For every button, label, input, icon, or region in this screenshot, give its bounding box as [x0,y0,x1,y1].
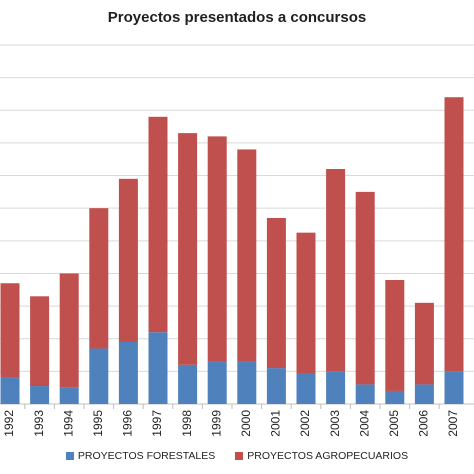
legend-label-forestales: PROYECTOS FORESTALES [77,450,216,462]
legend-item-forestales: PROYECTOS FORESTALES [65,450,216,462]
bar-forestales-2007 [444,371,464,404]
bar-forestales-2004 [355,384,375,404]
chart-title: Proyectos presentados a concursos [107,9,367,26]
x-tick-label: 2005 [387,410,401,437]
bar-agropecuarios-1993 [30,296,50,387]
bar-forestales-2003 [326,371,346,404]
x-tick-label: 2006 [417,410,431,437]
bar-forestales-1994 [59,387,79,404]
x-tick-label: 2000 [239,410,253,437]
bar-forestales-1998 [178,364,198,404]
bar-agropecuarios-1999 [207,136,227,362]
bar-forestales-2005 [385,390,405,404]
bar-agropecuarios-2003 [326,169,346,372]
bar-agropecuarios-2001 [266,217,286,369]
x-tick-label: 2007 [446,410,460,437]
bars [0,97,464,404]
bar-agropecuarios-2005 [385,279,405,391]
bar-forestales-2000 [237,361,257,404]
legend-item-agropecuarios: PROYECTOS AGROPECUARIOS [235,450,408,462]
bar-agropecuarios-2000 [237,149,257,362]
x-tick-label: 2004 [357,410,371,437]
bar-agropecuarios-1996 [118,178,138,342]
x-tick-label: 1992 [2,410,16,437]
x-tick-label: 1999 [209,410,223,437]
bar-forestales-1992 [0,377,20,404]
bar-agropecuarios-1995 [89,208,109,349]
bar-agropecuarios-2004 [355,191,375,385]
legend-swatch-agropecuarios [235,452,244,460]
x-tick-label: 2002 [298,410,312,437]
x-tick-label: 1994 [61,410,75,437]
x-tick-label: 1998 [180,410,194,437]
x-axis-tick-labels: 1992 1993 1994 1995 1996 1997 1998 1999 2000 2001… [2,404,460,437]
legend-label-agropecuarios: PROYECTOS AGROPECUARIOS [247,450,409,462]
bar-agropecuarios-2007 [444,97,464,372]
bar-forestales-1993 [30,386,50,404]
bar-agropecuarios-1994 [59,273,79,388]
legend: PROYECTOS FORESTALES PROYECTOS AGROPECUA… [0,450,474,462]
legend-swatch-forestales [65,452,74,460]
bar-agropecuarios-2006 [414,302,434,385]
x-tick-label: 1997 [150,410,164,437]
x-tick-label: 1996 [121,410,135,437]
x-tick-label: 2003 [328,410,342,437]
bar-agropecuarios-1997 [148,116,168,333]
bar-agropecuarios-2002 [296,232,316,373]
bar-forestales-2001 [266,368,286,404]
bar-agropecuarios-1992 [0,283,20,378]
x-tick-label: 2001 [269,410,283,437]
x-tick-label: 1993 [32,410,46,437]
bar-forestales-1997 [148,332,168,404]
x-tick-label: 1995 [91,410,105,437]
bar-forestales-1999 [207,361,227,404]
bar-forestales-2002 [296,372,316,404]
bar-agropecuarios-1998 [178,133,198,365]
bar-forestales-1996 [118,341,138,404]
bar-forestales-1995 [89,348,109,404]
bar-forestales-2006 [414,384,434,404]
